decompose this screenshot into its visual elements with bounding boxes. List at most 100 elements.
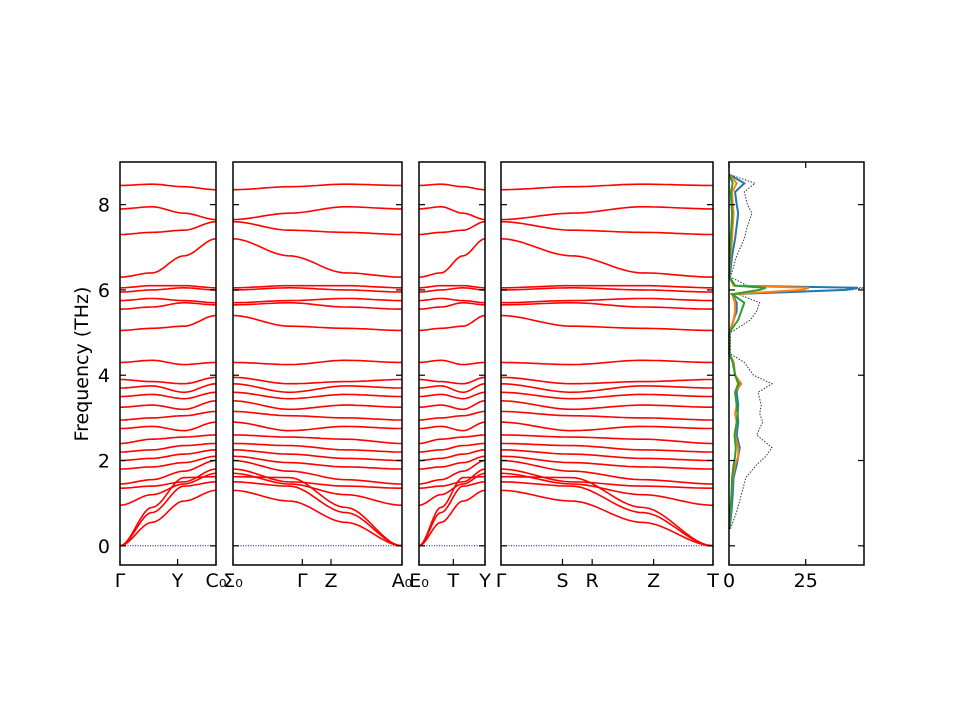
phonon-band — [120, 238, 217, 278]
x-tick-label: Γ — [115, 570, 126, 592]
phonon-band — [419, 297, 485, 304]
dos-partial-curve — [728, 173, 859, 529]
phonon-band — [233, 297, 402, 304]
phonon-band — [120, 383, 217, 394]
phonon-band — [501, 183, 714, 191]
x-tick-label: R — [586, 570, 599, 592]
phonon-band — [419, 410, 485, 421]
phonon-band — [500, 391, 714, 400]
phonon-band — [232, 434, 403, 445]
x-tick-label: Y — [478, 570, 491, 592]
phonon-band — [419, 400, 486, 411]
phonon-band — [119, 391, 217, 400]
phonon-band — [419, 284, 485, 289]
phonon-band — [500, 376, 713, 385]
phonon-band — [500, 359, 713, 366]
phonon-band — [232, 459, 403, 485]
phonon-band — [500, 481, 714, 547]
phonon-band — [419, 468, 486, 489]
phonon-band — [120, 455, 217, 470]
x-tick-label: Z — [325, 570, 338, 592]
phonon-band — [233, 287, 403, 293]
phonon-band — [500, 468, 713, 489]
x-tick-label: T — [706, 570, 719, 592]
x-tick-label: Γ — [297, 570, 308, 592]
x-tick-label: E₀ — [409, 570, 429, 592]
phonon-band — [232, 489, 403, 547]
band-panel-1: Γ Y C₀ — [115, 161, 227, 592]
phonon-band — [500, 314, 713, 332]
phonon-band — [418, 391, 486, 400]
phonon-band — [232, 376, 402, 385]
phonon-band — [119, 481, 217, 547]
x-tick-label: C₀ — [206, 570, 227, 592]
band-panel-2: Σ₀ Γ Z A₀ — [223, 161, 413, 592]
dos-frame — [728, 161, 865, 566]
phonon-band — [500, 238, 713, 278]
phonon-band — [500, 301, 713, 310]
phonon-band — [120, 410, 216, 421]
phonon-band — [501, 410, 713, 421]
phonon-band — [419, 376, 486, 385]
phonon-band — [501, 284, 713, 289]
phonon-band — [500, 472, 714, 507]
phonon-band — [419, 449, 485, 462]
phonon-band — [418, 434, 486, 445]
phonon-band — [419, 421, 486, 432]
phonon-band — [233, 442, 402, 453]
phonon-band — [500, 421, 713, 432]
band-panel-3: E₀ T Y — [409, 161, 491, 592]
phonon-band — [119, 475, 216, 547]
dos-total-curve — [729, 174, 865, 529]
phonon-band — [120, 220, 217, 236]
phonon-band — [232, 383, 402, 394]
phonon-band — [120, 468, 217, 489]
phonon-band — [500, 434, 714, 445]
phonon-band — [500, 455, 713, 470]
phonon-band — [232, 391, 403, 400]
y-tick-label: 6 — [98, 280, 110, 302]
x-tick-label: Σ₀ — [223, 570, 243, 592]
phonon-band — [232, 472, 403, 507]
phonon-band — [232, 359, 402, 366]
phonon-band — [120, 359, 217, 366]
phonon-band — [501, 442, 713, 453]
phonon-band — [120, 421, 217, 432]
phonon-band — [500, 459, 714, 485]
phonon-band — [419, 220, 486, 236]
phonon-band — [232, 481, 403, 547]
phonon-band — [419, 442, 485, 453]
phonon-band — [233, 284, 402, 289]
phonon-band — [501, 449, 713, 462]
phonon-band — [419, 206, 486, 221]
phonon-band — [419, 314, 486, 332]
x-tick-label: Γ — [496, 570, 507, 592]
phonon-band — [233, 410, 402, 421]
dos-x-tick-label: 0 — [723, 570, 735, 592]
y-tick-label: 2 — [98, 451, 110, 473]
phonon-band — [501, 475, 714, 547]
phonon-band — [233, 449, 402, 462]
x-tick-label: Y — [171, 570, 184, 592]
phonon-band — [120, 314, 217, 332]
phonon-band — [419, 359, 486, 366]
phonon-band — [232, 238, 402, 278]
x-tick-label: S — [556, 570, 568, 592]
phonon-band — [418, 287, 485, 293]
phonon-band — [119, 183, 216, 191]
panel-frame — [418, 161, 486, 566]
phonon-band — [232, 301, 402, 310]
phonon-band — [418, 459, 486, 485]
phonon-band — [232, 421, 402, 432]
phonon-band — [501, 287, 714, 293]
phonon-band — [500, 220, 713, 236]
phonon-band — [419, 238, 486, 278]
y-tick-label: 8 — [98, 195, 110, 217]
phonon-band — [233, 183, 403, 191]
x-tick-label: A₀ — [392, 570, 413, 592]
dos-panel: 0 25 — [723, 161, 865, 592]
panel-frame — [119, 161, 217, 566]
phonon-band — [232, 206, 402, 221]
dos-x-tick-label: 25 — [794, 570, 818, 592]
